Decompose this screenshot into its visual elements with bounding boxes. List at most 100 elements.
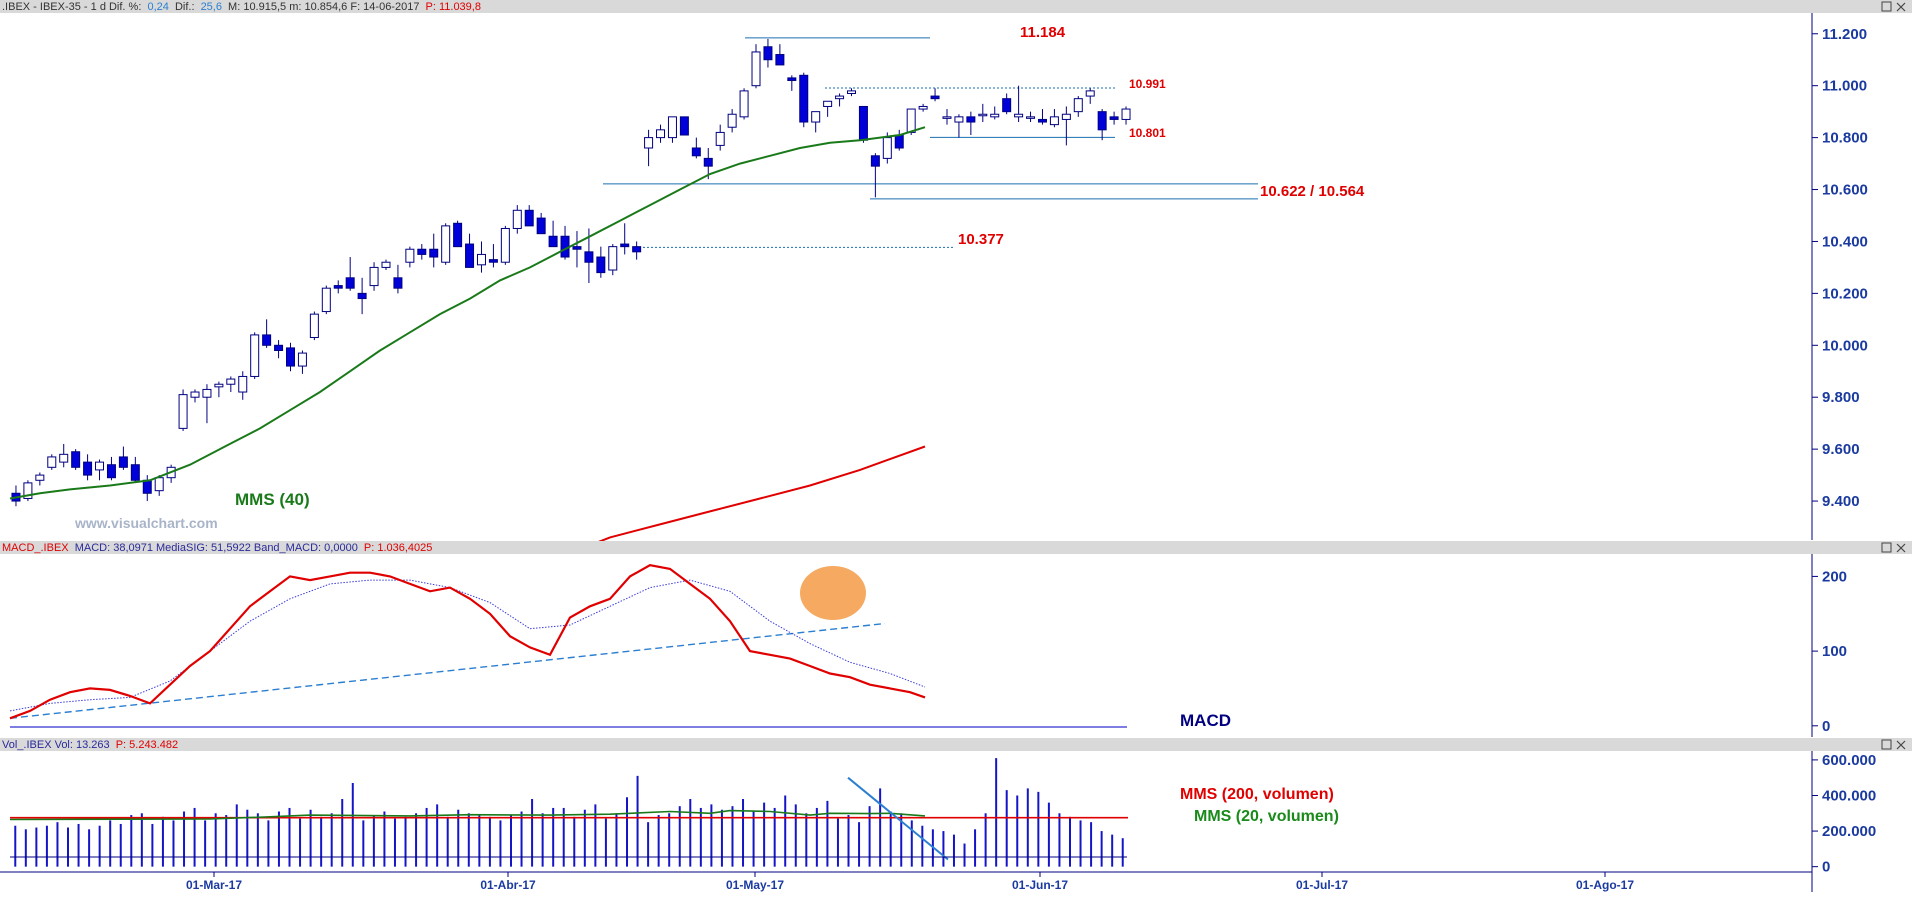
macd-maximize-icon[interactable] [1881, 542, 1892, 553]
macd-y-ticks: 200 100 0 [1812, 568, 1847, 735]
mms200-line [569, 445, 926, 554]
candle-bull [309, 313, 319, 339]
candle-bull [405, 248, 415, 263]
candle-bear [799, 74, 809, 123]
candle-bear [787, 77, 797, 81]
candle-bull [214, 383, 224, 388]
candle-bear [632, 246, 642, 253]
candle-bull [847, 90, 856, 94]
macd-tick-label: 100 [1822, 643, 1847, 660]
candle-bear [596, 256, 606, 274]
candle-bull [954, 116, 964, 123]
volume-header: Vol_.IBEX Vol: 13.263 P: 5.243.482 [2, 739, 178, 751]
candle-bull [990, 113, 1000, 118]
level-label-10991: 10.991 [1129, 77, 1166, 91]
price-tick-label: 9.400 [1822, 493, 1860, 510]
candle-bull [1061, 113, 1071, 120]
maximize-icon[interactable] [1881, 1, 1892, 12]
candle-bear [1097, 111, 1107, 131]
candle-bull [739, 90, 749, 118]
close-icon[interactable] [1896, 2, 1906, 12]
candle-bull [1026, 116, 1036, 119]
candle-bull [942, 116, 952, 119]
macd-close-icon[interactable] [1896, 543, 1906, 553]
candle-bull [95, 461, 105, 471]
candle-bear [453, 222, 463, 248]
candle-bull [1073, 98, 1083, 113]
candle-bull [1085, 90, 1095, 97]
x-tick-label: 01-Ago-17 [1576, 878, 1634, 892]
candle-bear [620, 243, 630, 248]
candle-bull [476, 253, 486, 266]
macd-line [9, 564, 926, 720]
candle-bull [321, 287, 331, 313]
volume-title-bar [0, 738, 1912, 751]
candle-bull [751, 51, 761, 87]
volume-mms20-line [9, 809, 926, 821]
macd-trend-line [9, 622, 886, 719]
candle-bear [345, 277, 355, 289]
macd-header-name: MACD_.IBEX [2, 542, 69, 554]
price-levels [603, 37, 1258, 248]
price-header: .IBEX - IBEX-35 - 1 d Dif. %: 0,24 Dif.:… [2, 1, 481, 13]
candle-bull [667, 116, 677, 139]
candle-bull [190, 391, 200, 398]
price-tick-label: 9.800 [1822, 389, 1860, 406]
price-tick-label: 9.600 [1822, 441, 1860, 458]
candles [11, 38, 1131, 507]
price-y-ticks: 11.200 11.000 10.800 10.600 10.400 10.200 10.0… [1812, 26, 1868, 510]
candle-bear [548, 235, 558, 248]
candle-bull [512, 209, 522, 229]
macd-title-bar [0, 541, 1912, 554]
macd-panel: MACD_.IBEX MACD: 38,0971 MediaSIG: 51,59… [0, 541, 1912, 737]
candle-bear [858, 105, 868, 141]
candle-bear [572, 246, 582, 250]
candle-bull [23, 482, 33, 499]
volume-header-name: Vol_.IBEX Vol: 13.263 [2, 739, 110, 751]
candle-bear [1037, 118, 1047, 123]
macd-header: MACD_.IBEX MACD: 38,0971 MediaSIG: 51,59… [2, 542, 432, 554]
price-tick-label: 11.000 [1822, 78, 1867, 95]
mms40-line [9, 126, 926, 500]
candle-bear [870, 155, 880, 167]
x-tick-label: 01-Jun-17 [1012, 878, 1068, 892]
volume-bars [14, 758, 1124, 867]
volume-tick-label: 200.000 [1822, 823, 1876, 840]
volume-tick-label: 0 [1822, 859, 1830, 876]
volume-tick-label: 600.000 [1822, 752, 1876, 769]
candle-bear [429, 248, 439, 258]
macd-header-price: P: 1.036,4025 [364, 542, 433, 554]
price-tick-label: 10.800 [1822, 130, 1868, 147]
candle-bull [811, 111, 821, 123]
candle-bull [381, 261, 391, 268]
candle-bull [727, 113, 737, 128]
volume-maximize-icon[interactable] [1881, 739, 1892, 750]
candle-bear [584, 251, 594, 263]
candle-bear [142, 479, 152, 494]
candle-bear [118, 456, 128, 468]
candle-bull [656, 129, 666, 139]
level-label-10377: 10.377 [958, 231, 1004, 248]
candle-bull [238, 375, 248, 393]
candle-bull [202, 388, 212, 398]
x-tick-label: 01-Jul-17 [1296, 878, 1348, 892]
candle-bull [500, 227, 510, 263]
candle-bull [441, 225, 451, 263]
volume-close-icon[interactable] [1896, 740, 1906, 750]
header-dif-pct: 0,24 [147, 1, 168, 13]
candle-bull [250, 334, 260, 377]
price-panel: .IBEX - IBEX-35 - 1 d Dif. %: 0,24 Dif.:… [0, 0, 1912, 554]
candle-bear [775, 54, 785, 66]
volume-panel: Vol_.IBEX Vol: 13.263 P: 5.243.482 600.0… [0, 738, 1912, 892]
candle-bear [333, 285, 343, 289]
volume-header-price: P: 5.243.482 [116, 739, 178, 751]
mms20-volume-label: MMS (20, volumen) [1194, 808, 1339, 825]
x-tick-label: 01-Mar-17 [186, 878, 242, 892]
candle-bull [835, 95, 845, 100]
candle-bear [679, 116, 689, 136]
header-prefix: .IBEX - IBEX-35 - 1 d Dif. %: [2, 1, 141, 13]
candle-bull [978, 113, 988, 117]
candle-bear [524, 209, 534, 227]
price-tick-label: 10.400 [1822, 233, 1868, 250]
